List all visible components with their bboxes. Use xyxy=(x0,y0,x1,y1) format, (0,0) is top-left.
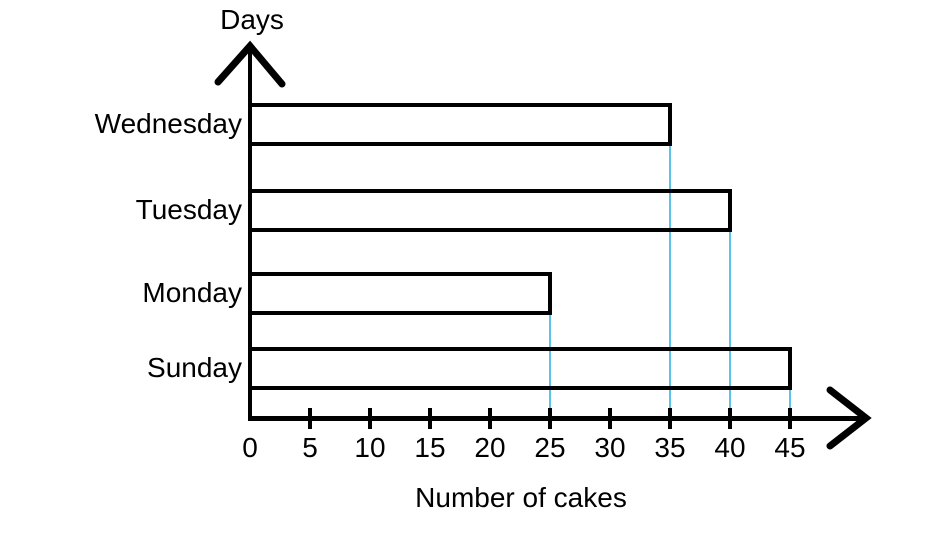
x-tick-label-40: 40 xyxy=(714,432,746,463)
x-axis-line xyxy=(248,416,860,421)
bar-wednesday xyxy=(248,103,672,146)
x-tick-35 xyxy=(668,408,672,429)
x-tick-label-20: 20 xyxy=(474,432,506,463)
gridline-sunday xyxy=(789,387,791,416)
bar-tuesday xyxy=(248,189,732,232)
x-tick-label-45: 45 xyxy=(774,432,806,463)
x-tick-label-35: 35 xyxy=(654,432,686,463)
bar-monday xyxy=(248,272,552,315)
category-label-tuesday: Tuesday xyxy=(135,194,242,225)
x-tick-20 xyxy=(488,408,492,429)
x-tick-40 xyxy=(728,408,732,429)
x-tick-label-30: 30 xyxy=(594,432,626,463)
x-tick-10 xyxy=(368,408,372,429)
x-tick-30 xyxy=(608,408,612,429)
x-tick-label-10: 10 xyxy=(354,432,386,463)
x-tick-label-5: 5 xyxy=(302,432,318,463)
x-tick-15 xyxy=(428,408,432,429)
gridline-tuesday xyxy=(729,229,731,416)
gridline-monday xyxy=(549,312,551,416)
x-tick-label-15: 15 xyxy=(414,432,446,463)
category-label-monday: Monday xyxy=(142,277,242,308)
x-tick-label-0: 0 xyxy=(242,432,258,463)
bar-sunday xyxy=(248,347,792,390)
x-tick-label-25: 25 xyxy=(534,432,566,463)
y-axis-line xyxy=(248,48,252,418)
x-tick-25 xyxy=(548,408,552,429)
x-axis-arrow-right-icon xyxy=(826,386,872,450)
x-tick-45 xyxy=(788,408,792,429)
x-axis-title: Number of cakes xyxy=(415,482,627,513)
y-axis-arrow-up-icon xyxy=(214,40,286,88)
category-label-sunday: Sunday xyxy=(147,352,242,383)
x-tick-5 xyxy=(308,408,312,429)
gridline-wednesday xyxy=(669,143,671,416)
category-label-wednesday: Wednesday xyxy=(94,108,242,139)
y-axis-title: Days xyxy=(220,4,284,35)
